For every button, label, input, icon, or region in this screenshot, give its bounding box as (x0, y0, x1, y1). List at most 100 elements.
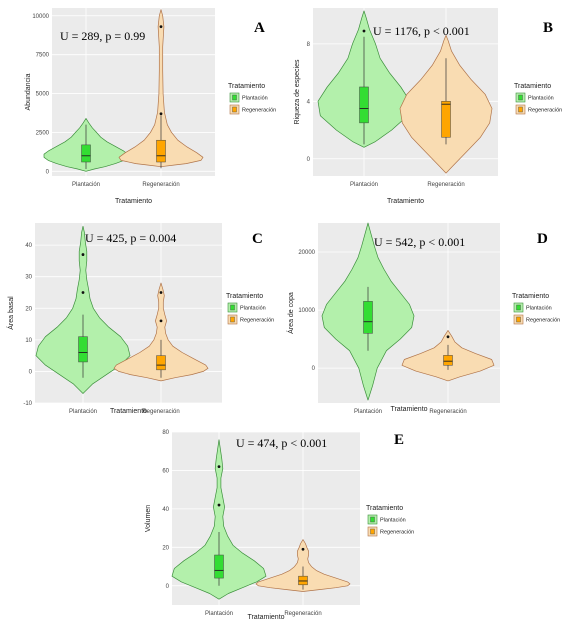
y-tick-label: 20 (162, 545, 169, 551)
outlier-point (301, 547, 305, 551)
x-axis-title: Tratamiento (387, 198, 424, 205)
panel-letter: A (254, 20, 265, 36)
outlier-point (446, 335, 450, 339)
legend: Tratamiento Plantación Regeneración (366, 505, 414, 537)
violin-regeneracion (255, 539, 351, 592)
box (363, 301, 373, 334)
y-tick-label: 7500 (36, 53, 50, 59)
outlier-point (159, 25, 163, 29)
panel-letter: E (394, 432, 404, 448)
legend-key-box (516, 316, 521, 323)
y-tick-label: 20000 (298, 250, 315, 256)
outlier-point (159, 291, 163, 294)
y-tick-label: 20 (25, 306, 32, 312)
legend-title: Tratamiento (366, 505, 403, 512)
violin-plantacion (35, 225, 131, 394)
chart-panel-a: 0 2500 5000 7500 10000 Plantación Regeneración… (25, 8, 276, 205)
outlier-point (81, 291, 85, 294)
legend-label: Plantación (240, 306, 266, 312)
legend: Tratamiento Plantación Regeneración (514, 83, 562, 115)
box (443, 355, 453, 366)
y-tick-label: 0 (307, 157, 311, 163)
legend-label: Plantación (526, 306, 552, 312)
y-tick-label: 0 (166, 584, 170, 590)
y-tick-label: 10000 (298, 308, 315, 314)
legend: Tratamiento Plantación Regeneración (228, 83, 276, 115)
panel-letter: B (543, 20, 553, 36)
y-axis-title: Área basal (6, 296, 15, 330)
legend-label: Regeneración (526, 318, 560, 324)
legend-key-box (230, 316, 235, 323)
legend-label: Plantación (380, 518, 406, 524)
legend-key-box (232, 94, 237, 101)
legend-key-box (518, 94, 523, 101)
y-tick-label: 30 (25, 275, 32, 281)
y-tick-label: 40 (162, 507, 169, 513)
y-tick-label: 10 (25, 338, 32, 344)
x-tick-label: Regeneración (427, 182, 464, 188)
x-axis-title: Tratamiento (110, 408, 147, 415)
x-axis-title: Tratamiento (115, 198, 152, 205)
legend-label: Regeneración (242, 108, 276, 114)
legend-label: Plantación (242, 96, 268, 102)
y-tick-label: -10 (23, 401, 32, 407)
x-tick-label: Plantación (72, 182, 100, 188)
legend-key-box (230, 304, 235, 311)
y-tick-label: 8 (307, 42, 311, 48)
stat-annotation: U = 1176, p < 0.001 (373, 24, 470, 38)
x-tick-label: Plantación (350, 182, 378, 188)
x-axis-title: Tratamiento (390, 406, 427, 413)
stat-annotation: U = 542, p < 0.001 (374, 235, 465, 249)
legend-key-box (518, 106, 523, 113)
legend-title: Tratamiento (514, 83, 551, 90)
y-axis-title: Área de copa (286, 292, 295, 334)
x-tick-label: Regeneración (284, 611, 321, 617)
y-tick-label: 0 (29, 369, 33, 375)
outlier-point (159, 319, 163, 323)
legend-key-box (232, 106, 237, 113)
legend-label: Regeneración (528, 108, 562, 114)
x-tick-label: Regeneración (142, 409, 179, 415)
x-tick-label: Regeneración (142, 182, 179, 188)
legend-title: Tratamiento (512, 293, 549, 300)
box (81, 144, 91, 163)
y-axis-title: Volumen (145, 505, 152, 532)
x-tick-label: Plantación (69, 409, 97, 415)
y-tick-label: 0 (46, 169, 50, 175)
x-tick-label: Regeneración (429, 409, 466, 415)
outlier-point (159, 112, 163, 116)
box (441, 101, 451, 138)
legend-label: Plantación (528, 96, 554, 102)
x-tick-label: Plantación (354, 409, 382, 415)
x-axis-title: Tratamiento (247, 614, 284, 621)
y-tick-label: 60 (162, 468, 169, 474)
box (359, 86, 369, 124)
box (156, 139, 166, 163)
legend-label: Regeneración (240, 318, 274, 324)
legend-key-box (516, 304, 521, 311)
stat-annotation: U = 474, p < 0.001 (236, 436, 327, 450)
violin-regeneracion (118, 9, 204, 168)
stat-annotation: U = 289, p = 0.99 (60, 29, 145, 43)
legend-title: Tratamiento (226, 293, 263, 300)
legend: Tratamiento Plantación Regeneración (226, 293, 274, 325)
x-tick-label: Plantación (205, 611, 233, 617)
y-axis-title: Abundancia (25, 73, 32, 110)
y-tick-label: 10000 (32, 14, 49, 20)
box (156, 355, 166, 371)
legend-key-box (370, 516, 375, 523)
y-tick-label: 2500 (36, 130, 50, 136)
y-tick-label: 4 (307, 99, 311, 105)
panel-letter: C (252, 231, 263, 247)
y-axis-title: Riqueza de especies (294, 59, 301, 124)
panel-letter: D (537, 231, 548, 247)
box (214, 554, 224, 579)
violin-plantacion (171, 439, 267, 600)
y-tick-label: 0 (312, 366, 316, 372)
y-tick-label: 40 (25, 243, 32, 249)
legend-label: Regeneración (380, 530, 414, 536)
stat-annotation: U = 425, p = 0.004 (85, 231, 176, 245)
